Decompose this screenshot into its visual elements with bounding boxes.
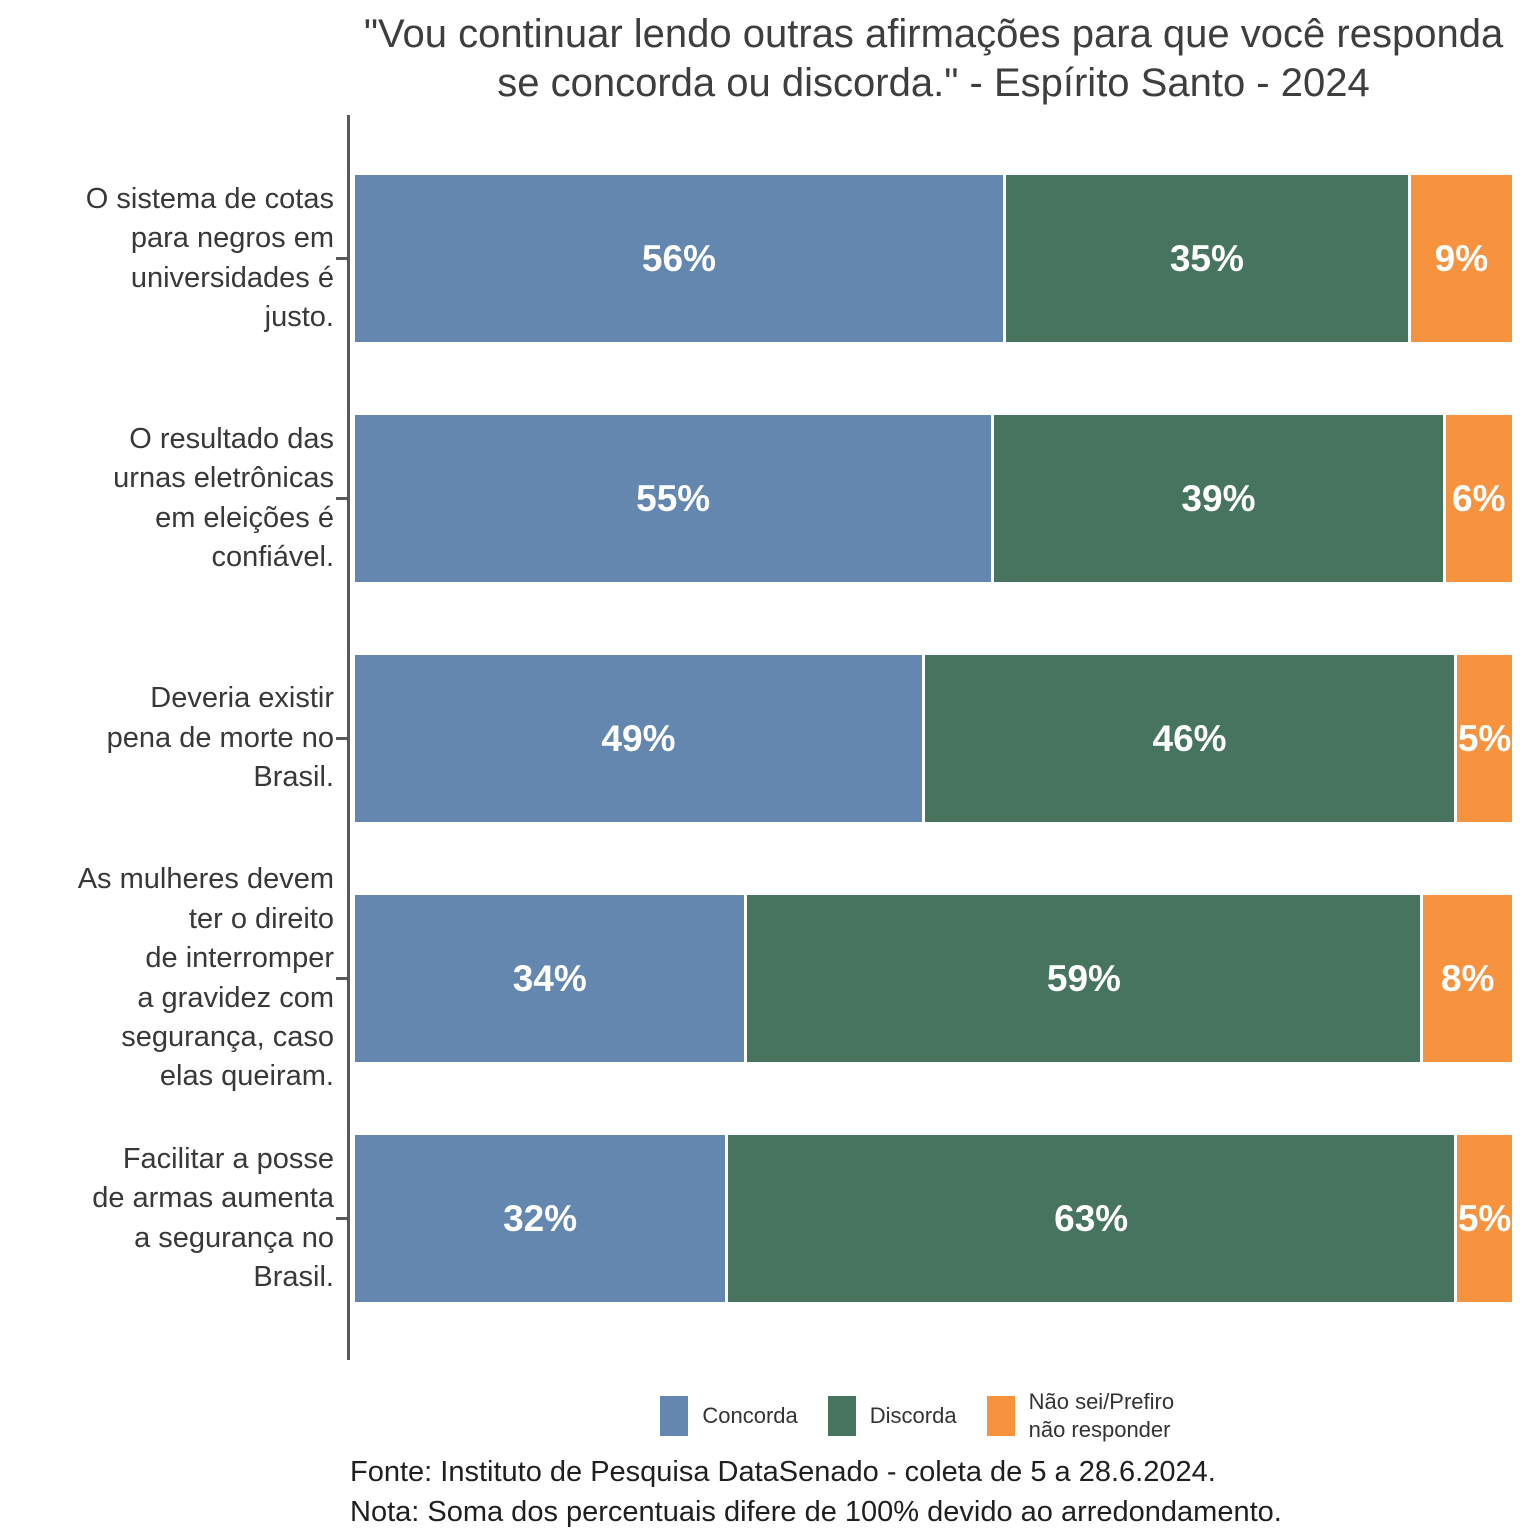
bar-value-label: 56% <box>641 237 716 279</box>
bar-value-label: 63% <box>1054 1197 1129 1239</box>
category-label: O resultado das urnas eletrônicas em ele… <box>113 422 334 573</box>
legend: Concorda Discorda Não sei/Prefiro não resp… <box>355 1388 1512 1443</box>
footer-source: Fonte: Instituto de Pesquisa DataSenado … <box>350 1456 1216 1488</box>
bar-value-label: 6% <box>1452 477 1506 519</box>
bar-value-label: 5% <box>1457 717 1512 759</box>
stacked-bar: 32% 63% 5% <box>355 1135 1512 1302</box>
y-axis-line <box>347 115 350 1360</box>
bar-value-label: 9% <box>1434 237 1489 279</box>
bar-segment-n-o-sei-prefiro-n-o-responder: 6% <box>1442 415 1512 582</box>
category-label: O sistema de cotas para negros em univer… <box>85 182 334 333</box>
bar-segment-n-o-sei-prefiro-n-o-responder: 8% <box>1420 895 1512 1062</box>
bar-segment-concorda: 56% <box>355 175 1003 342</box>
stacked-bar: 34% 59% 8% <box>355 895 1512 1062</box>
category-label: Deveria existir pena de morte no Brasil. <box>106 682 334 794</box>
bar-segment-concorda: 55% <box>355 415 992 582</box>
bar-value-label: 55% <box>636 477 711 519</box>
bar-value-label: 8% <box>1440 957 1495 999</box>
legend-swatch <box>660 1395 689 1436</box>
bar-segment-n-o-sei-prefiro-n-o-responder: 5% <box>1454 1135 1512 1302</box>
bar-segment-discorda: 63% <box>725 1135 1455 1302</box>
bar-value-label: 39% <box>1181 477 1256 519</box>
bar-segment-discorda: 59% <box>744 895 1421 1062</box>
legend-item-n-o-sei-prefiro-n-o-responder: Não sei/Prefiro não responder <box>986 1388 1207 1443</box>
legend-item-concorda: Concorda <box>660 1395 798 1436</box>
bar-segment-discorda: 46% <box>921 655 1455 822</box>
footer: Fonte: Instituto de Pesquisa DataSenado … <box>350 1452 1282 1532</box>
bar-value-label: 59% <box>1046 957 1121 999</box>
bar-segment-discorda: 39% <box>991 415 1443 582</box>
stacked-bar: 49% 46% 5% <box>355 655 1512 822</box>
axis-tick <box>336 257 347 260</box>
bar-segment-n-o-sei-prefiro-n-o-responder: 5% <box>1454 655 1512 822</box>
bar-segment-discorda: 35% <box>1002 175 1408 342</box>
axis-tick <box>336 737 347 740</box>
stacked-bar: 55% 39% 6% <box>355 415 1512 582</box>
axis-tick <box>336 977 347 980</box>
legend-label: Não sei/Prefiro não responder <box>1028 1389 1175 1442</box>
bar-value-label: 46% <box>1152 717 1227 759</box>
legend-label: Discorda <box>869 1402 957 1428</box>
legend-item-discorda: Discorda <box>827 1395 957 1436</box>
legend-label: Concorda <box>702 1402 798 1428</box>
bar-segment-concorda: 34% <box>355 895 745 1062</box>
bar-value-label: 32% <box>503 1197 578 1239</box>
legend-swatch <box>827 1395 856 1436</box>
category-label: As mulheres devem ter o direito de inter… <box>77 863 334 1093</box>
axis-tick <box>336 1217 347 1220</box>
bar-value-label: 5% <box>1457 1197 1512 1239</box>
bar-value-label: 49% <box>601 717 676 759</box>
category-label: Facilitar a posse de armas aumenta a seg… <box>92 1142 334 1293</box>
footer-note: Nota: Soma dos percentuais difere de 100… <box>350 1496 1282 1529</box>
axis-tick <box>336 497 347 500</box>
bar-value-label: 34% <box>512 957 587 999</box>
bar-segment-n-o-sei-prefiro-n-o-responder: 9% <box>1407 175 1512 342</box>
bar-segment-concorda: 49% <box>355 655 922 822</box>
legend-swatch <box>986 1395 1015 1436</box>
bar-segment-concorda: 32% <box>355 1135 726 1302</box>
bar-value-label: 35% <box>1169 237 1244 279</box>
chart-title: "Vou continuar lendo outras afirmações p… <box>363 12 1504 105</box>
stacked-bar: 56% 35% 9% <box>355 175 1512 342</box>
